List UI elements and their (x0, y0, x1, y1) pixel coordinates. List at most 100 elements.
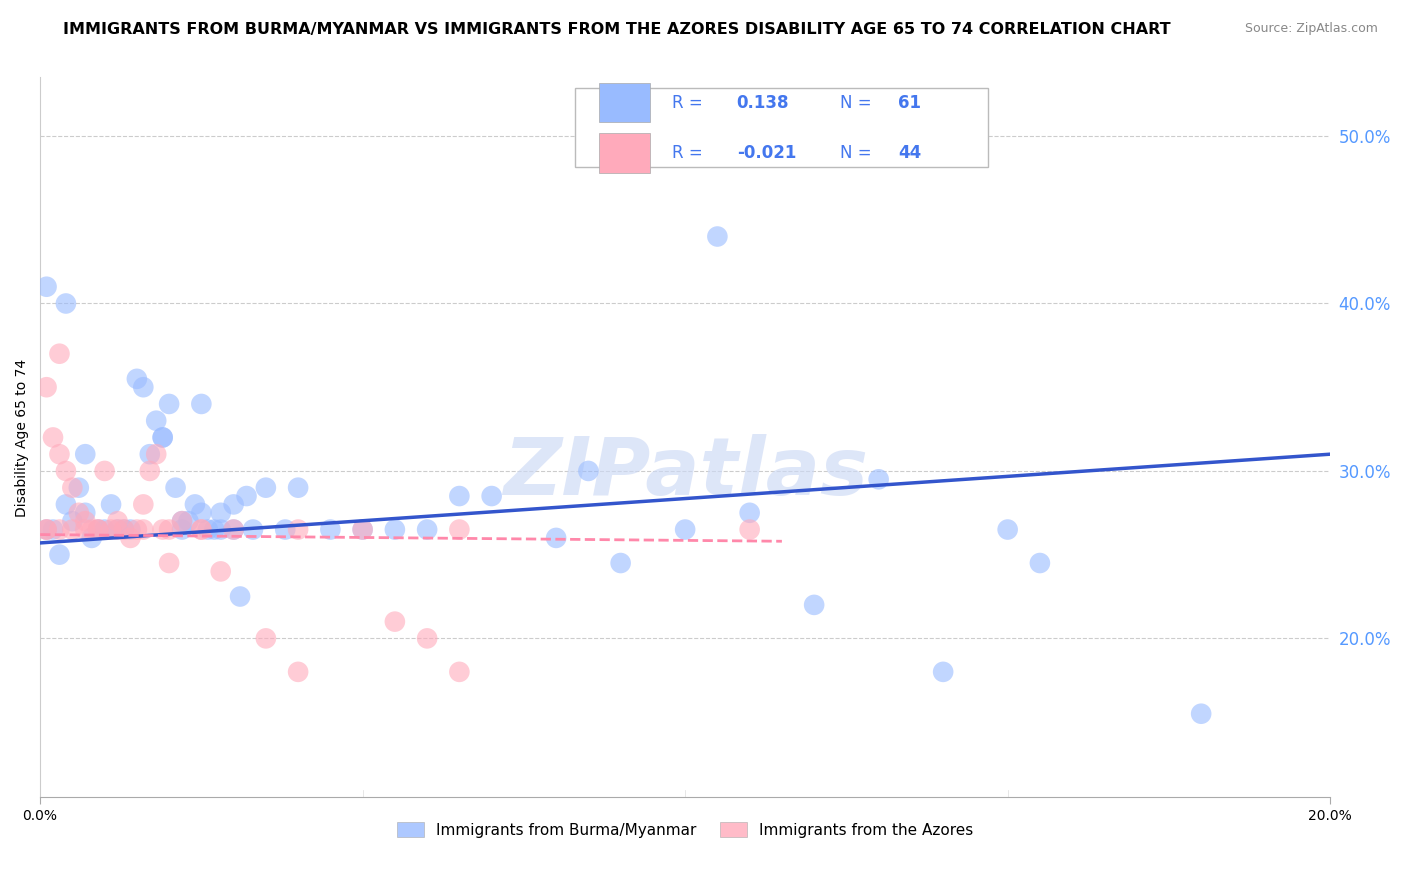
Point (481, 489, 503, 503)
Point (576, 464, 599, 478)
Point (170, 523, 193, 537)
Point (100, 497, 122, 511)
Point (48, 523, 70, 537)
Point (177, 514, 200, 528)
Text: 44: 44 (898, 144, 921, 162)
Point (157, 397, 180, 411)
Point (55, 464, 77, 478)
Point (120, 531, 142, 545)
Point (60, 514, 83, 528)
Point (242, 523, 264, 537)
Point (190, 397, 212, 411)
Point (254, 481, 277, 495)
Point (107, 523, 129, 537)
Point (139, 447, 162, 461)
Point (35, 380, 58, 394)
Point (35, 523, 58, 537)
Point (48, 347, 70, 361)
Point (1189, 706, 1212, 721)
Point (48, 548, 70, 562)
Point (287, 665, 309, 679)
Point (152, 430, 174, 444)
Point (87, 523, 110, 537)
Point (80, 523, 103, 537)
Point (87, 523, 110, 537)
Point (145, 414, 167, 428)
Point (449, 489, 471, 503)
Point (112, 523, 135, 537)
Point (35, 523, 58, 537)
Point (132, 497, 155, 511)
Point (75, 523, 97, 537)
Point (449, 523, 471, 537)
Point (609, 556, 631, 570)
Point (107, 514, 129, 528)
Point (93, 464, 115, 478)
Point (42, 523, 65, 537)
Point (190, 523, 212, 537)
Text: IMMIGRANTS FROM BURMA/MYANMAR VS IMMIGRANTS FROM THE AZORES DISABILITY AGE 65 TO: IMMIGRANTS FROM BURMA/MYANMAR VS IMMIGRA… (63, 22, 1171, 37)
Text: 0.138: 0.138 (737, 94, 789, 112)
Point (197, 523, 219, 537)
Point (165, 481, 187, 495)
Point (235, 489, 257, 503)
Point (274, 523, 297, 537)
Point (60, 523, 83, 537)
Text: ZIPatlas: ZIPatlas (502, 434, 868, 512)
Point (120, 523, 142, 537)
Point (139, 464, 162, 478)
Point (67, 506, 90, 520)
Point (107, 523, 129, 537)
Point (80, 531, 103, 545)
Point (93, 523, 115, 537)
Point (184, 497, 207, 511)
Point (35, 279, 58, 293)
Point (229, 590, 252, 604)
Point (35, 523, 58, 537)
Legend: Immigrants from Burma/Myanmar, Immigrants from the Azores: Immigrants from Burma/Myanmar, Immigrant… (391, 815, 980, 844)
Point (170, 514, 193, 528)
Point (125, 523, 148, 537)
Point (287, 481, 309, 495)
Point (546, 531, 568, 545)
Point (673, 523, 696, 537)
Text: R =: R = (672, 94, 703, 112)
Point (202, 523, 225, 537)
Point (1029, 556, 1052, 570)
Point (170, 514, 193, 528)
FancyBboxPatch shape (599, 133, 651, 173)
Text: 61: 61 (898, 94, 921, 112)
Point (738, 506, 761, 520)
Point (112, 523, 135, 537)
Point (100, 523, 122, 537)
Point (190, 506, 212, 520)
Point (222, 497, 245, 511)
Point (190, 523, 212, 537)
Point (132, 380, 155, 394)
Point (932, 665, 955, 679)
Point (67, 481, 90, 495)
FancyBboxPatch shape (599, 83, 651, 122)
Point (222, 523, 245, 537)
Point (60, 481, 83, 495)
Point (997, 523, 1019, 537)
Point (209, 506, 232, 520)
Point (152, 523, 174, 537)
Text: R =: R = (672, 144, 703, 162)
Point (706, 229, 728, 244)
Point (287, 523, 309, 537)
Point (449, 665, 471, 679)
Point (75, 514, 97, 528)
Point (75, 447, 97, 461)
Point (384, 615, 406, 629)
Point (738, 523, 761, 537)
Point (222, 523, 245, 537)
Point (55, 497, 77, 511)
Point (868, 472, 890, 486)
Point (352, 523, 374, 537)
Point (145, 447, 167, 461)
FancyBboxPatch shape (575, 88, 988, 168)
Point (416, 632, 439, 646)
Point (55, 296, 77, 310)
Point (209, 523, 232, 537)
